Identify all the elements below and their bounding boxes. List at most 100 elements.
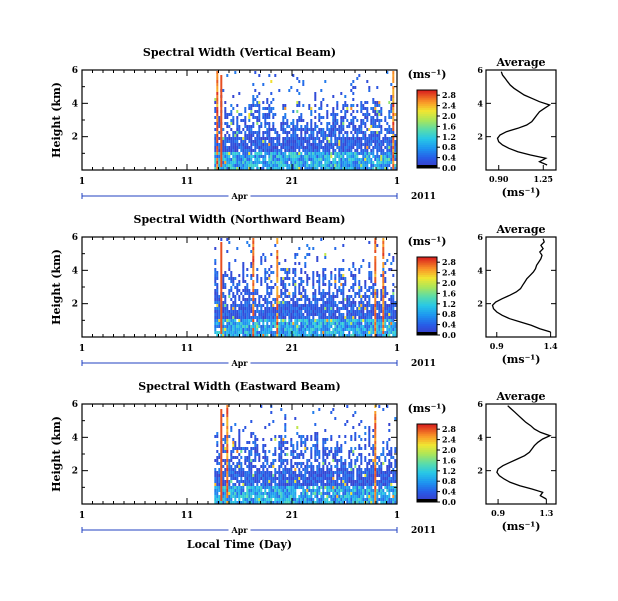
heat-cell: [362, 325, 365, 328]
heat-cell: [344, 322, 347, 325]
heat-cell: [312, 325, 315, 328]
heat-cell: [394, 331, 397, 334]
heat-cell: [302, 143, 305, 146]
heat-cell: [296, 161, 299, 164]
heat-cell: [248, 441, 251, 444]
heat-cell: [344, 489, 347, 492]
heat-cell: [354, 283, 357, 286]
heat-cell: [348, 501, 351, 504]
heat-cell: [216, 313, 219, 316]
heat-cell: [340, 137, 343, 140]
heat-cell: [328, 307, 331, 310]
heat-cell: [262, 304, 265, 307]
heat-cell: [254, 459, 257, 462]
heat-cell: [270, 301, 273, 304]
heat-cell: [358, 480, 361, 483]
heat-cell: [368, 432, 371, 435]
heat-cell: [226, 319, 229, 322]
heat-cell: [276, 319, 279, 322]
heat-cell: [312, 471, 315, 474]
heat-cell: [234, 468, 237, 471]
heat-cell: [384, 289, 387, 292]
heat-cell: [232, 471, 235, 474]
heat-cell: [290, 444, 293, 447]
heat-cell: [270, 319, 273, 322]
heat-cell: [394, 471, 397, 474]
heat-cell: [214, 292, 217, 295]
heat-cell: [372, 110, 375, 113]
heat-cell: [364, 116, 367, 119]
heat-cell: [280, 408, 283, 411]
heat-cell: [230, 450, 233, 453]
heat-cell: [316, 307, 319, 310]
heat-cell: [284, 489, 287, 492]
heat-cell: [246, 313, 249, 316]
heat-cell: [314, 161, 317, 164]
heat-cell: [314, 489, 317, 492]
heat-cell: [316, 328, 319, 331]
heat-cell: [380, 465, 383, 468]
heat-cell: [276, 289, 279, 292]
heat-cell: [260, 474, 263, 477]
heat-cell: [340, 274, 343, 277]
heat-cell: [350, 295, 353, 298]
heat-cell: [238, 486, 241, 489]
profile-line: [496, 71, 552, 166]
heat-cell: [354, 462, 357, 465]
heat-cell: [378, 483, 381, 486]
heat-cell: [378, 158, 381, 161]
heat-cell: [382, 241, 385, 244]
heat-cell: [318, 462, 321, 465]
heat-cell: [328, 155, 331, 158]
heat-cell: [326, 298, 329, 301]
heat-cell: [382, 274, 385, 277]
heat-cell: [328, 122, 331, 125]
heat-cell: [244, 477, 247, 480]
heat-cell: [336, 316, 339, 319]
heat-cell: [246, 498, 249, 501]
heat-cell: [368, 501, 371, 504]
heat-cell: [272, 271, 275, 274]
heat-cell: [224, 483, 227, 486]
heat-cell: [350, 483, 353, 486]
heat-cell: [310, 438, 313, 441]
colorbar-segment: [417, 323, 437, 326]
heat-cell: [328, 310, 331, 313]
heat-cell: [294, 492, 297, 495]
heat-cell: [366, 328, 369, 331]
heat-cell: [368, 459, 371, 462]
heat-cell: [386, 486, 389, 489]
y-tick-label: 2: [72, 467, 78, 477]
heat-cell: [368, 477, 371, 480]
heat-cell: [370, 134, 373, 137]
heat-cell: [372, 146, 375, 149]
heat-cell: [286, 119, 289, 122]
heat-cell: [316, 459, 319, 462]
heat-cell: [298, 161, 301, 164]
heat-cell: [292, 131, 295, 134]
heat-cell: [310, 331, 313, 334]
heat-cell: [368, 289, 371, 292]
heat-cell: [382, 307, 385, 310]
heat-cell: [392, 77, 395, 80]
heat-cell: [340, 495, 343, 498]
heat-cell: [218, 498, 221, 501]
heat-cell: [214, 298, 217, 301]
heat-cell: [244, 319, 247, 322]
heat-cell: [346, 313, 349, 316]
heat-cell: [232, 149, 235, 152]
heat-cell: [316, 167, 319, 170]
heat-cell: [216, 71, 219, 74]
heat-cell: [266, 316, 269, 319]
heat-cell: [312, 277, 315, 280]
heat-cell: [242, 471, 245, 474]
heat-cell: [298, 486, 301, 489]
heat-cell: [234, 310, 237, 313]
heat-cell: [216, 143, 219, 146]
heat-cell: [332, 295, 335, 298]
heat-cell: [252, 483, 255, 486]
heat-cell: [260, 146, 263, 149]
heat-cell: [328, 325, 331, 328]
heat-cell: [214, 498, 217, 501]
heat-cell: [370, 501, 373, 504]
